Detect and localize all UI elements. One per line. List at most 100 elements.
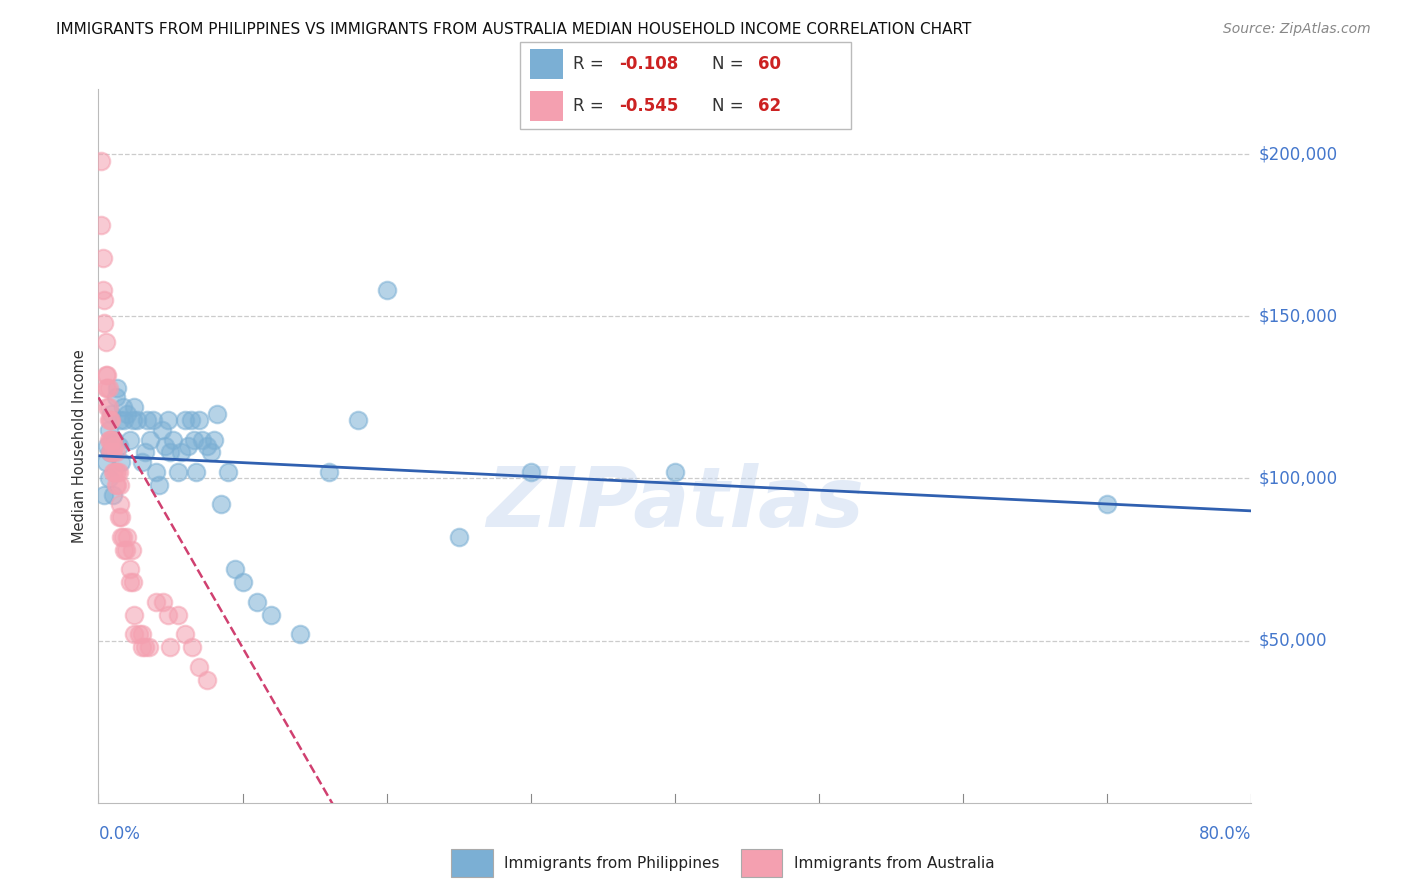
- Point: [96, 400, 118, 414]
- FancyBboxPatch shape: [520, 42, 851, 129]
- Point: [91, 251, 114, 265]
- Point: [104, 478, 127, 492]
- Point: [97, 471, 120, 485]
- Point: [94, 335, 117, 350]
- Text: -0.108: -0.108: [620, 54, 679, 73]
- Point: [111, 530, 134, 544]
- Point: [209, 497, 232, 511]
- Point: [104, 465, 127, 479]
- Point: [105, 465, 128, 479]
- Point: [104, 390, 127, 404]
- Point: [101, 488, 124, 502]
- Point: [180, 413, 202, 427]
- Point: [174, 627, 197, 641]
- Point: [121, 542, 143, 557]
- Point: [117, 407, 138, 421]
- Point: [131, 455, 153, 469]
- Point: [134, 640, 156, 654]
- Text: N =: N =: [711, 54, 749, 73]
- Text: -0.545: -0.545: [620, 96, 679, 115]
- Text: 60: 60: [758, 54, 782, 73]
- Point: [159, 640, 181, 654]
- Point: [117, 530, 138, 544]
- Point: [112, 542, 135, 557]
- Point: [107, 439, 129, 453]
- Point: [97, 381, 120, 395]
- Point: [124, 400, 146, 414]
- Bar: [451, 849, 492, 877]
- Point: [94, 455, 117, 469]
- Point: [346, 413, 368, 427]
- Point: [224, 562, 246, 576]
- Point: [90, 153, 112, 168]
- Point: [110, 455, 132, 469]
- Point: [128, 627, 150, 641]
- Point: [145, 595, 167, 609]
- Point: [101, 445, 124, 459]
- Point: [100, 433, 122, 447]
- Point: [104, 445, 127, 459]
- Point: [111, 400, 134, 414]
- Point: [131, 627, 153, 641]
- Point: [152, 595, 174, 609]
- Point: [136, 413, 159, 427]
- Point: [145, 465, 167, 479]
- Point: [139, 433, 162, 447]
- Point: [124, 607, 146, 622]
- Point: [122, 413, 145, 427]
- Bar: [741, 849, 782, 877]
- Text: 62: 62: [758, 96, 782, 115]
- Point: [98, 445, 121, 459]
- Point: [318, 465, 340, 479]
- Point: [153, 439, 176, 453]
- Point: [120, 562, 142, 576]
- Point: [114, 542, 136, 557]
- Point: [100, 407, 122, 421]
- Point: [217, 465, 239, 479]
- Point: [159, 445, 181, 459]
- Point: [447, 530, 470, 544]
- Point: [142, 413, 165, 427]
- Point: [127, 413, 149, 427]
- Point: [103, 465, 125, 479]
- Point: [94, 381, 117, 395]
- Point: [124, 627, 146, 641]
- Point: [181, 640, 204, 654]
- Text: 80.0%: 80.0%: [1199, 825, 1251, 843]
- Point: [107, 465, 129, 479]
- Text: IMMIGRANTS FROM PHILIPPINES VS IMMIGRANTS FROM AUSTRALIA MEDIAN HOUSEHOLD INCOME: IMMIGRANTS FROM PHILIPPINES VS IMMIGRANT…: [56, 22, 972, 37]
- Point: [246, 595, 269, 609]
- Point: [108, 413, 131, 427]
- Point: [231, 575, 254, 590]
- Text: N =: N =: [711, 96, 749, 115]
- Point: [156, 413, 179, 427]
- Point: [290, 627, 312, 641]
- Point: [520, 465, 543, 479]
- Point: [166, 465, 188, 479]
- Point: [202, 433, 225, 447]
- Bar: [530, 49, 564, 78]
- Point: [134, 445, 156, 459]
- Text: Immigrants from Philippines: Immigrants from Philippines: [505, 855, 720, 871]
- Text: $100,000: $100,000: [1258, 469, 1337, 487]
- Point: [96, 381, 118, 395]
- Text: $50,000: $50,000: [1258, 632, 1327, 649]
- Point: [97, 400, 120, 414]
- Point: [174, 413, 197, 427]
- Point: [375, 283, 398, 297]
- Point: [108, 478, 131, 492]
- Point: [120, 433, 142, 447]
- Point: [195, 439, 218, 453]
- Point: [188, 659, 211, 673]
- Point: [96, 368, 118, 382]
- Point: [177, 439, 200, 453]
- Point: [156, 607, 179, 622]
- Point: [205, 407, 228, 421]
- Point: [97, 433, 120, 447]
- Point: [112, 413, 135, 427]
- Text: 0.0%: 0.0%: [98, 825, 141, 843]
- Point: [94, 368, 117, 382]
- Point: [200, 445, 222, 459]
- Point: [101, 433, 124, 447]
- Point: [98, 413, 121, 427]
